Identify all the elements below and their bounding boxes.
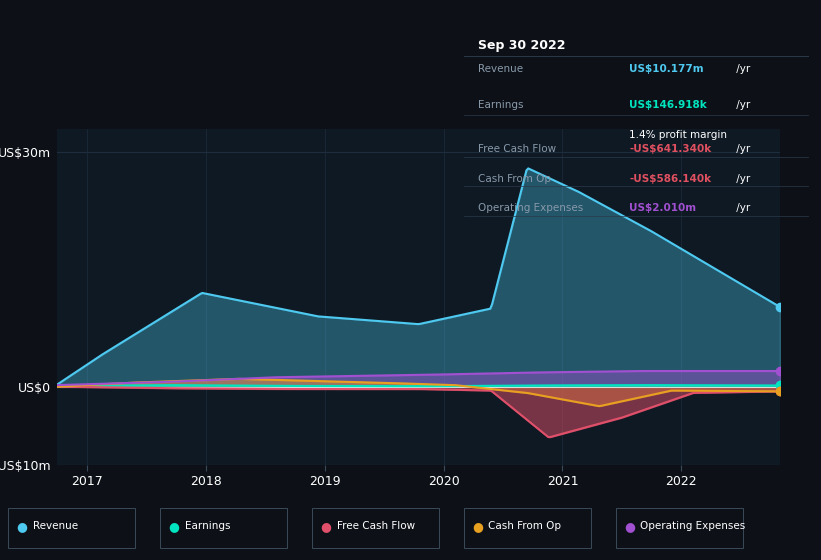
Text: Revenue: Revenue <box>478 64 523 74</box>
Text: Earnings: Earnings <box>185 521 230 531</box>
FancyBboxPatch shape <box>8 507 135 548</box>
Text: Cash From Op: Cash From Op <box>478 174 551 184</box>
FancyBboxPatch shape <box>616 507 743 548</box>
Text: /yr: /yr <box>733 174 750 184</box>
Text: /yr: /yr <box>733 203 750 213</box>
Text: Operating Expenses: Operating Expenses <box>478 203 583 213</box>
Text: 1.4% profit margin: 1.4% profit margin <box>630 129 727 139</box>
Text: Free Cash Flow: Free Cash Flow <box>337 521 415 531</box>
Text: /yr: /yr <box>733 64 750 74</box>
Text: Revenue: Revenue <box>33 521 78 531</box>
Text: Sep 30 2022: Sep 30 2022 <box>478 39 565 52</box>
Text: /yr: /yr <box>733 100 750 110</box>
Text: ●: ● <box>16 520 27 533</box>
Text: ●: ● <box>168 520 179 533</box>
FancyBboxPatch shape <box>312 507 439 548</box>
Text: ●: ● <box>472 520 483 533</box>
Text: -US$641.340k: -US$641.340k <box>630 144 712 154</box>
Text: US$2.010m: US$2.010m <box>630 203 696 213</box>
Text: US$146.918k: US$146.918k <box>630 100 707 110</box>
FancyBboxPatch shape <box>160 507 287 548</box>
Text: ●: ● <box>624 520 635 533</box>
FancyBboxPatch shape <box>464 507 591 548</box>
Text: US$10.177m: US$10.177m <box>630 64 704 74</box>
Text: Earnings: Earnings <box>478 100 523 110</box>
Text: ●: ● <box>320 520 331 533</box>
Text: Cash From Op: Cash From Op <box>488 521 562 531</box>
Text: Free Cash Flow: Free Cash Flow <box>478 144 556 154</box>
Text: Operating Expenses: Operating Expenses <box>640 521 745 531</box>
Text: /yr: /yr <box>733 144 750 154</box>
Text: -US$586.140k: -US$586.140k <box>630 174 712 184</box>
